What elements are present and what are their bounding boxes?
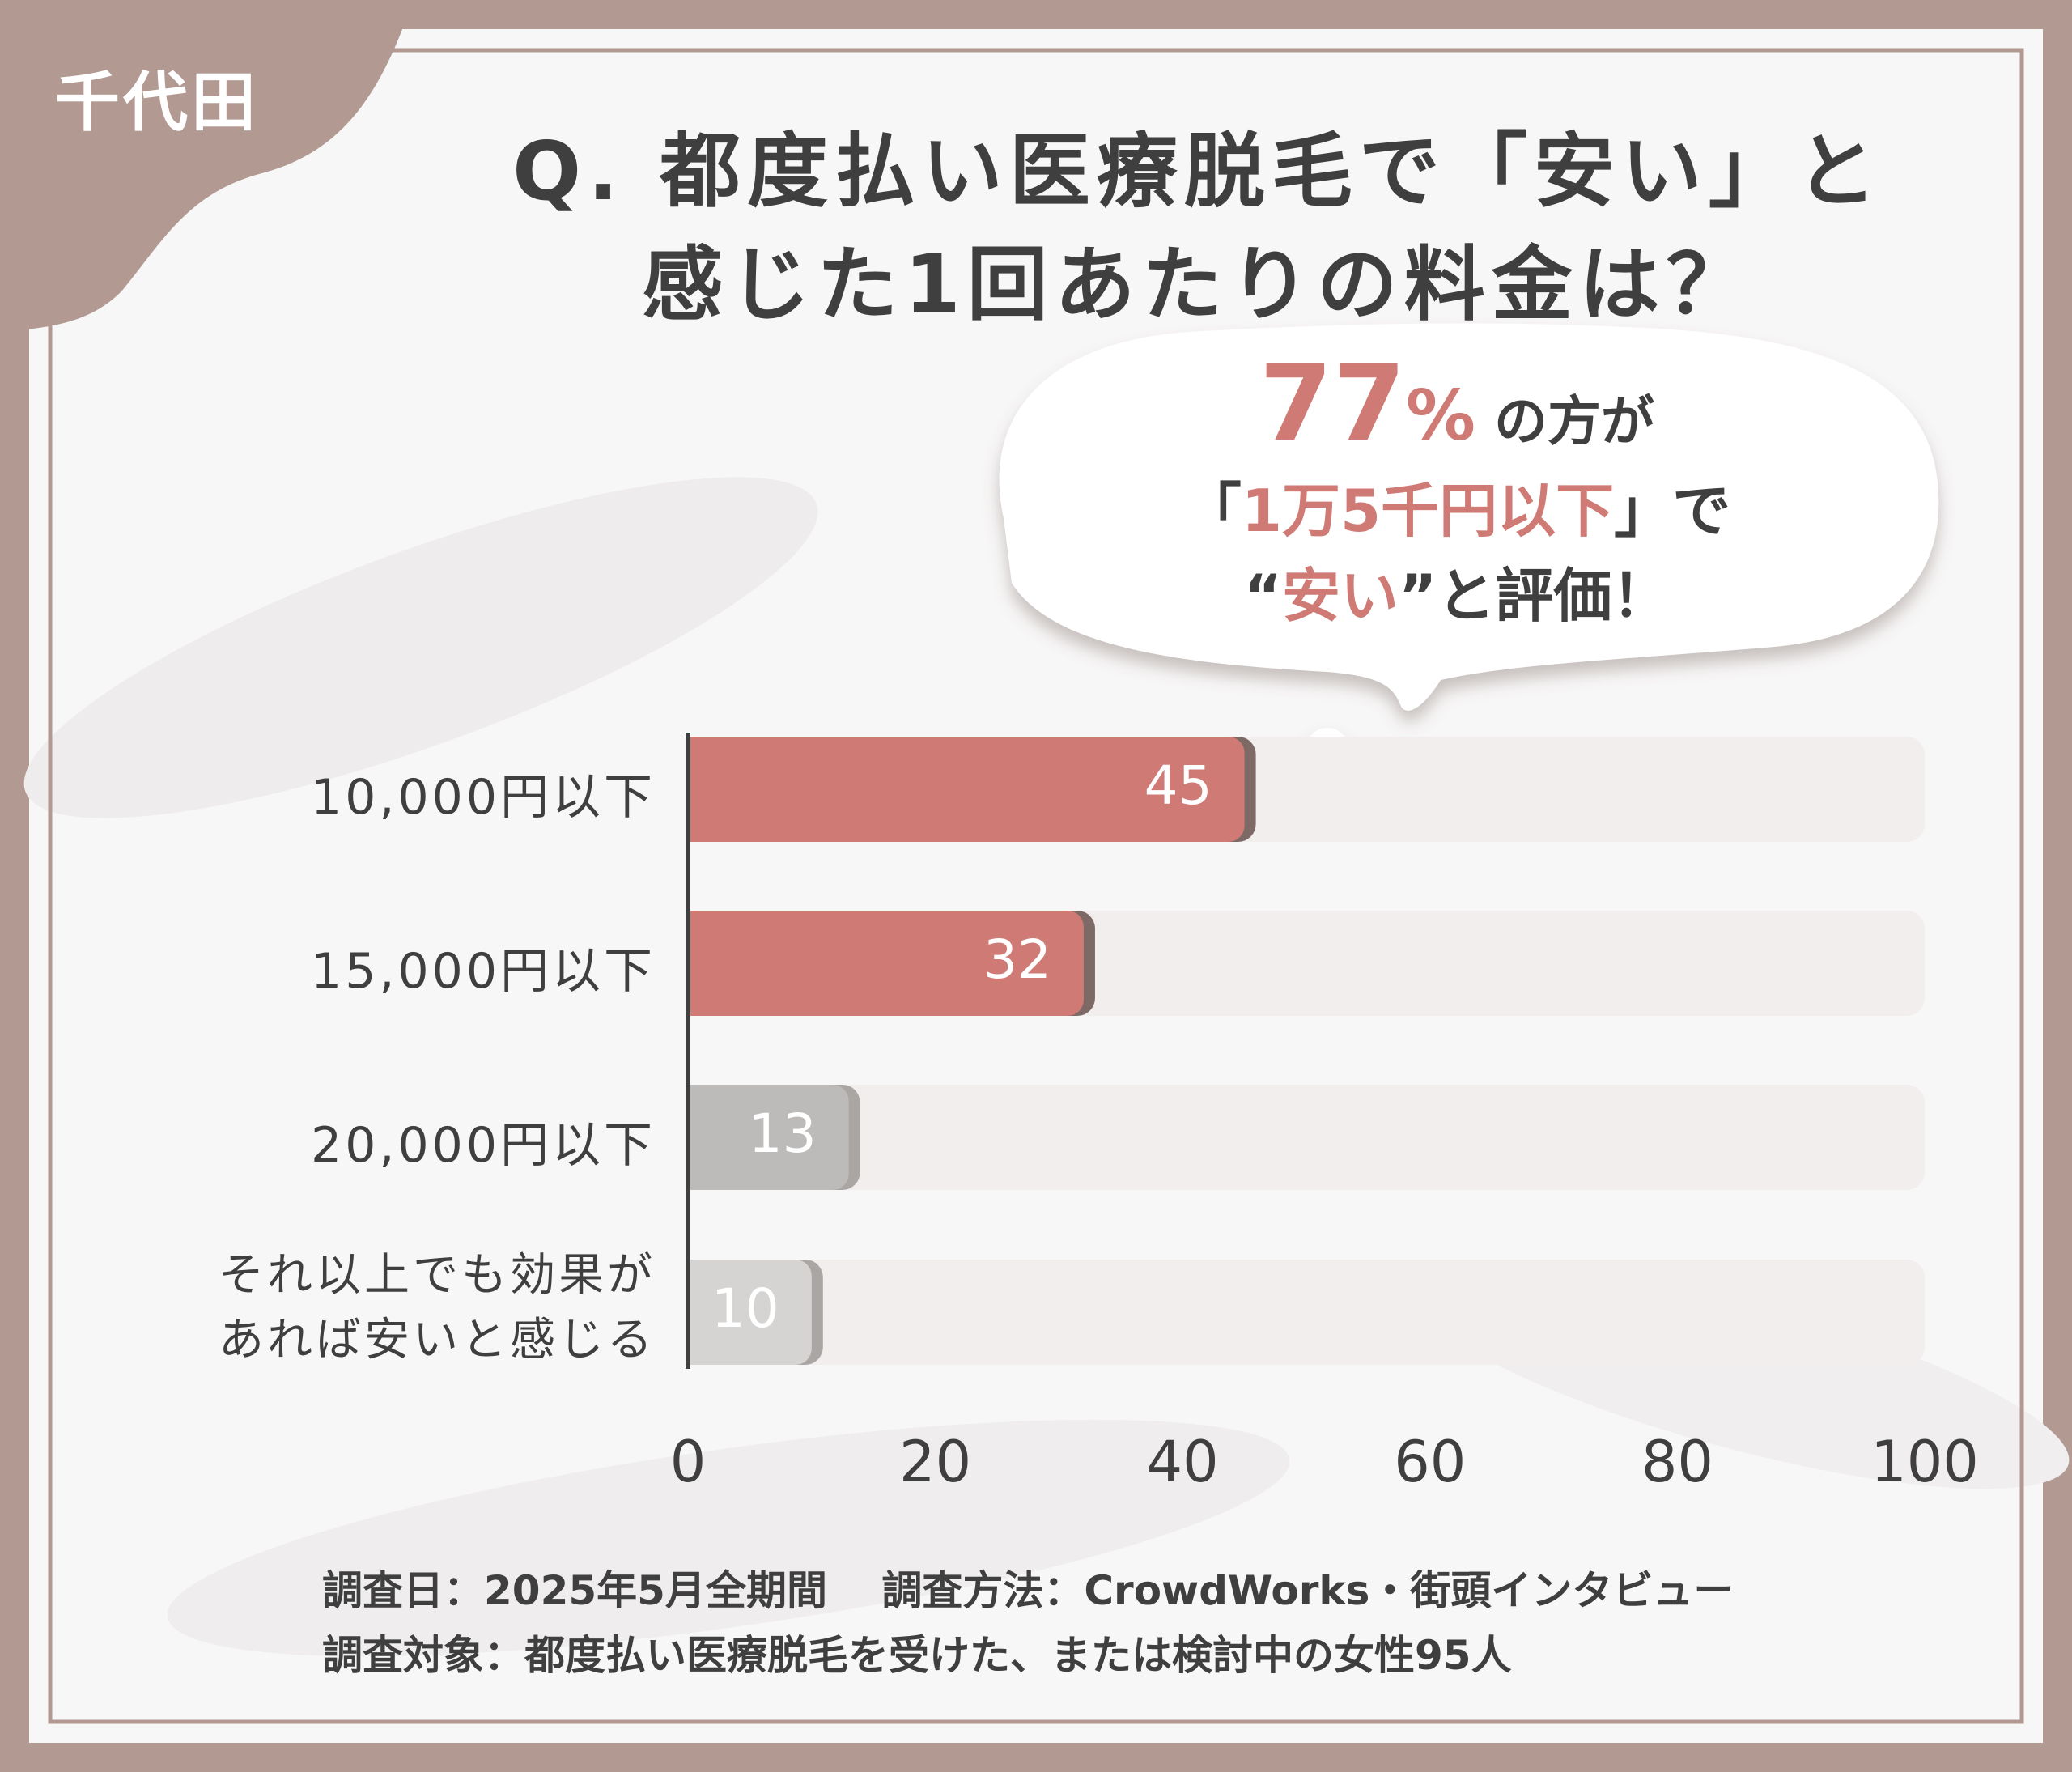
category-label: 15,000円以下: [311, 932, 656, 1002]
title-line-1: Q. 都度払い医療脱毛で「安い」と: [512, 124, 1883, 219]
x-tick-label: 80: [1641, 1429, 1713, 1495]
callout-bracket-close: 」で: [1614, 477, 1731, 545]
texture-blob: [23, 477, 818, 818]
x-tick-label: 40: [1146, 1429, 1219, 1495]
bar-value-label: 45: [1144, 754, 1212, 817]
category-label-line: あれば安いと感じる: [219, 1314, 656, 1366]
category-label: 10,000円以下: [311, 758, 656, 828]
category-label: 20,000円以下: [311, 1106, 656, 1176]
callout-line-3-rest: ”と評価！: [1399, 562, 1671, 630]
x-tick-label: 0: [669, 1429, 707, 1495]
callout-line-2: 「1万5千円以下」で: [1020, 470, 1894, 551]
title-line-2: 感じた1回あたりの料金は？: [642, 237, 1754, 332]
bar-track: [688, 1085, 1925, 1190]
bar-chart: [686, 733, 1925, 1369]
x-tick-label: 60: [1394, 1429, 1467, 1495]
x-tick-label: 20: [899, 1429, 972, 1495]
callout-line-1: 77% の方が: [1020, 351, 1894, 470]
callout-percent-sign: %: [1405, 376, 1476, 457]
callout-percent-number: 77: [1259, 342, 1406, 465]
corner-badge-shape: [0, 0, 413, 332]
x-tick-label: 100: [1870, 1429, 1979, 1495]
location-badge: 千代田: [55, 65, 259, 140]
bar-square-end: [688, 911, 712, 1016]
bar-square-end: [688, 737, 712, 842]
bar-square-end: [688, 1260, 712, 1365]
bar-value-label: 10: [711, 1277, 779, 1340]
category-label-line: それ以上でも効果が: [219, 1249, 656, 1302]
category-label: それ以上でも効果が あれば安いと感じる: [219, 1243, 656, 1373]
callout-line-1-rest: の方が: [1494, 390, 1655, 453]
callout-cheap-highlight: 安い: [1281, 562, 1399, 630]
callout-bracket-open: 「: [1182, 477, 1242, 545]
bar: [688, 911, 1084, 1016]
category-label-line: 10,000円以下: [311, 769, 656, 826]
callout-price-highlight: 1万5千円以下: [1241, 477, 1615, 545]
bar-track: [688, 1260, 1925, 1365]
inner-border: [48, 48, 2024, 1724]
callout-quote-open: “: [1243, 562, 1282, 630]
callout-line-3: “安い”と評価！: [1020, 551, 1894, 640]
category-label-line: 15,000円以下: [311, 943, 656, 1000]
bar: [688, 737, 1245, 842]
texture-blob: [167, 1419, 1290, 1657]
bar: [688, 1085, 849, 1190]
bar: [688, 1260, 812, 1365]
category-label-line: 20,000円以下: [311, 1117, 656, 1174]
footer-survey-info: 調査日：2025年5月全期間 調査方法：CrowdWorks・街頭インタビュー: [322, 1567, 1734, 1614]
bar-value-label: 32: [983, 928, 1051, 991]
callout-text: 77% の方が 「1万5千円以下」で “安い”と評価！: [1020, 351, 1894, 640]
bar-value-label: 13: [748, 1103, 817, 1165]
bar-square-end: [688, 1085, 712, 1190]
footer-survey-target: 調査対象：都度払い医療脱毛を受けた、または検討中の女性95人: [322, 1632, 1512, 1679]
